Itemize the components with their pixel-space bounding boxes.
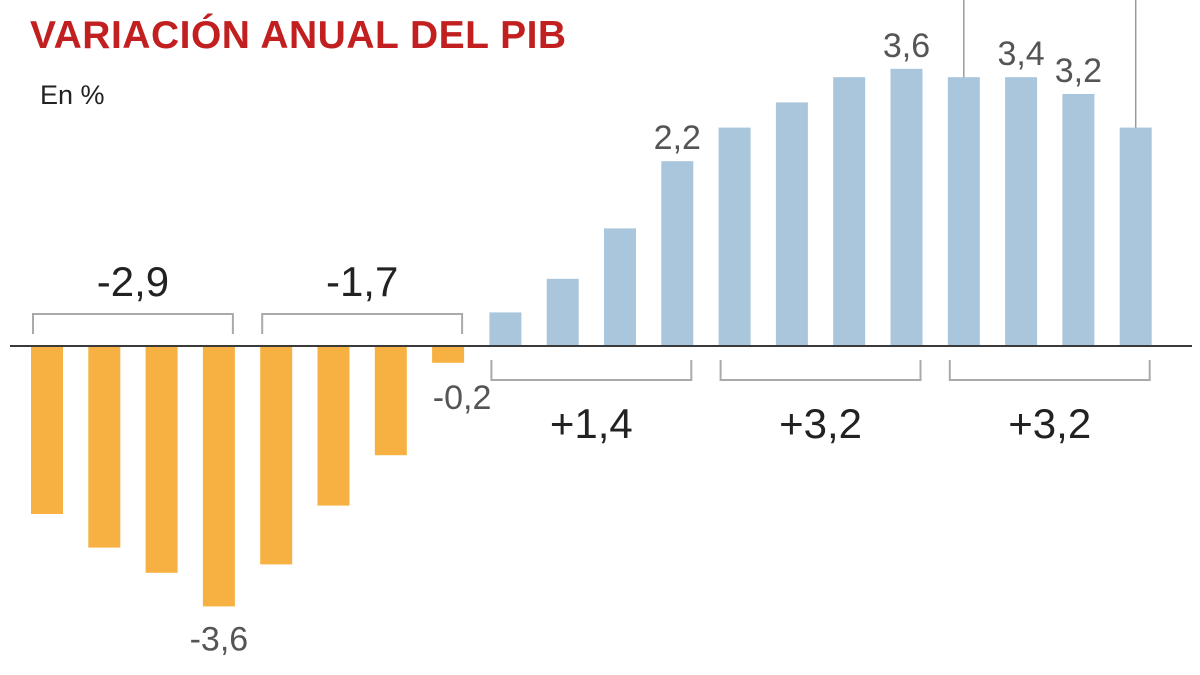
chart-bar xyxy=(88,346,121,548)
bar-value-label: 3,6 xyxy=(883,27,930,65)
group-bracket xyxy=(261,313,464,334)
group-average-label: +1,4 xyxy=(550,400,633,447)
group-bracket xyxy=(719,360,922,381)
chart-bar xyxy=(1062,94,1095,346)
chart-bar xyxy=(31,346,63,514)
chart-bar xyxy=(604,228,636,346)
group-average-label: +3,2 xyxy=(1008,400,1091,447)
chart-bar xyxy=(546,278,579,346)
chart-bar xyxy=(489,312,522,346)
chart-bar xyxy=(718,127,751,346)
bar-value-label: -3,6 xyxy=(190,620,249,658)
chart-bar xyxy=(317,346,350,506)
chart-bar xyxy=(890,68,923,347)
chart-bar xyxy=(202,346,235,607)
group-bracket xyxy=(948,360,1151,381)
bar-value-label: 2,2 xyxy=(654,119,701,157)
chart-bar xyxy=(260,346,293,565)
group-average-label: -1,7 xyxy=(326,258,398,305)
chart-bar xyxy=(947,77,980,346)
chart-bar xyxy=(1119,127,1152,346)
group-bracket xyxy=(490,360,693,381)
chart-bar xyxy=(775,102,808,347)
chart-bar xyxy=(1005,77,1038,346)
group-average-label: +3,2 xyxy=(779,400,862,447)
chart-subtitle: En % xyxy=(40,80,105,110)
group-average-label: -2,9 xyxy=(97,258,169,305)
chart-title: VARIACIÓN ANUAL DEL PIB xyxy=(30,14,567,57)
bar-value-label: -0,2 xyxy=(433,379,492,417)
chart-bar xyxy=(661,161,694,346)
bar-value-label: 3,2 xyxy=(1055,52,1102,90)
chart-bar xyxy=(833,77,866,346)
bar-value-label: 3,4 xyxy=(997,35,1044,73)
group-bracket xyxy=(32,313,234,334)
chart-bar xyxy=(432,346,465,363)
chart-bar xyxy=(145,346,178,573)
chart-bar xyxy=(374,346,407,456)
